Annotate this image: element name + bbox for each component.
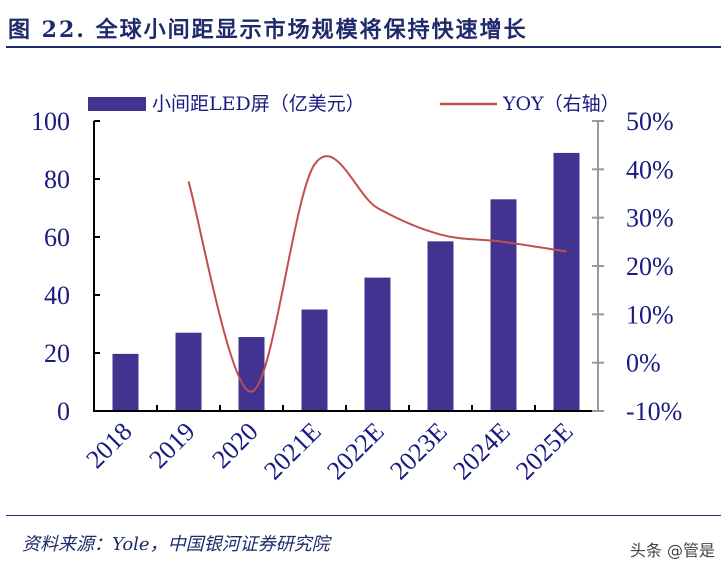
- bar-2025E: [553, 152, 580, 411]
- x-tick-label: 2021E: [258, 417, 327, 486]
- source-note: 资料来源：Yole，中国银河证券研究院: [22, 534, 330, 555]
- x-tick-label: 2020: [206, 417, 263, 474]
- right-tick-label: 50%: [626, 107, 674, 136]
- yoy-line: [187, 155, 567, 393]
- x-tick-label: 2023E: [384, 417, 453, 486]
- legend-line-label: YOY（右轴）: [502, 93, 620, 115]
- right-tick-label: -10%: [626, 397, 682, 426]
- left-tick-label: 100: [31, 107, 70, 136]
- bar-2022E: [364, 277, 391, 411]
- bar-2024E: [490, 199, 517, 411]
- right-tick-label: 20%: [626, 252, 674, 281]
- x-tick-label: 2018: [80, 417, 137, 474]
- bar-2018: [112, 353, 139, 411]
- chart: 0 20 40 60 80 100 -10% 0% 10% 20% 30% 40% 50% 2018 201…: [31, 93, 682, 486]
- right-tick-label: 30%: [626, 204, 674, 233]
- bar-2019: [175, 332, 202, 411]
- legend-bar-label: 小间距LED屏（亿美元）: [152, 93, 365, 115]
- x-tick-label: 2024E: [447, 417, 516, 486]
- legend-bar-swatch: [88, 97, 146, 111]
- right-tick-label: 0%: [626, 349, 661, 378]
- left-tick-label: 0: [57, 397, 70, 426]
- right-tick-label: 40%: [626, 155, 674, 184]
- x-tick-label: 2019: [143, 417, 200, 474]
- watermark: 头条 @管是: [629, 541, 715, 560]
- x-tick-label: 2025E: [510, 417, 579, 486]
- right-tick-label: 10%: [626, 300, 674, 329]
- bar-2021E: [301, 309, 328, 411]
- left-tick-label: 80: [44, 165, 70, 194]
- title-divider: [6, 46, 721, 48]
- bar-2020: [238, 337, 265, 411]
- x-tick-label: 2022E: [321, 417, 390, 486]
- left-tick-label: 40: [44, 281, 70, 310]
- chart-title: 图 22. 全球小间距显示市场规模将保持快速增长: [8, 17, 528, 43]
- source-divider: [6, 515, 721, 516]
- left-tick-label: 20: [44, 339, 70, 368]
- bar-2023E: [427, 241, 454, 411]
- left-tick-label: 60: [44, 223, 70, 252]
